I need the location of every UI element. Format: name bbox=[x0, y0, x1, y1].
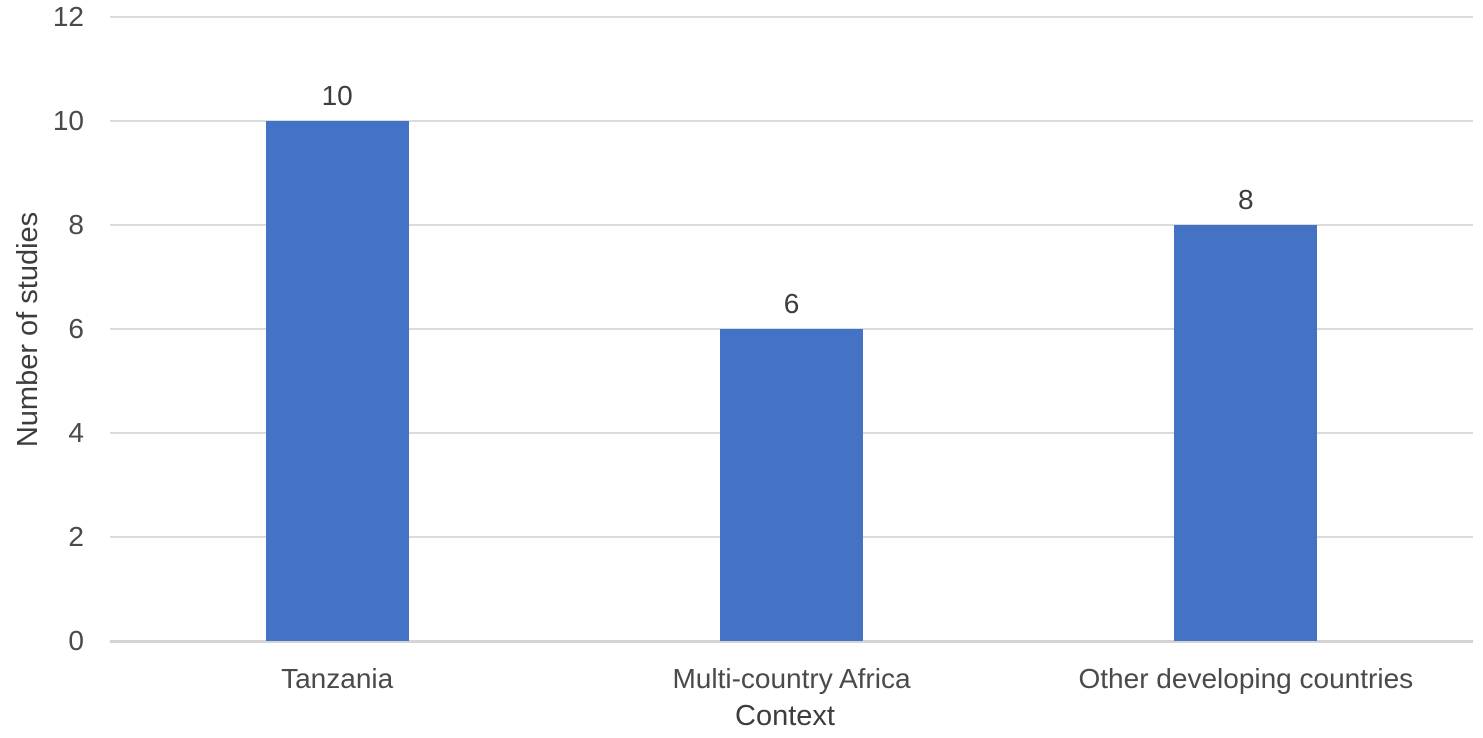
bar bbox=[265, 121, 409, 641]
x-axis-line bbox=[110, 640, 1473, 643]
bar-value-label: 6 bbox=[783, 288, 800, 319]
y-tick-label: 4 bbox=[68, 417, 84, 448]
gridline bbox=[110, 16, 1473, 18]
y-tick-label: 10 bbox=[52, 105, 84, 136]
plot-area bbox=[110, 16, 1473, 643]
x-category-label: Multi-country Africa bbox=[672, 663, 911, 694]
x-category-label: Tanzania bbox=[281, 663, 394, 694]
x-axis-title-text: Context bbox=[735, 700, 835, 732]
bar-value-label: 10 bbox=[321, 80, 353, 111]
y-tick-label: 2 bbox=[68, 521, 84, 552]
x-axis-title: Context bbox=[585, 699, 985, 733]
y-tick-label: 0 bbox=[68, 625, 84, 656]
gridline bbox=[110, 120, 1473, 122]
gridline bbox=[110, 224, 1473, 226]
bar bbox=[720, 329, 863, 641]
x-category-label: Other developing countries bbox=[1078, 663, 1414, 694]
bar-value-label: 8 bbox=[1238, 184, 1254, 215]
y-tick-label: 12 bbox=[52, 1, 84, 32]
y-tick-label: 6 bbox=[68, 313, 84, 344]
y-tick-label: 8 bbox=[68, 209, 84, 240]
bar bbox=[1174, 225, 1318, 641]
